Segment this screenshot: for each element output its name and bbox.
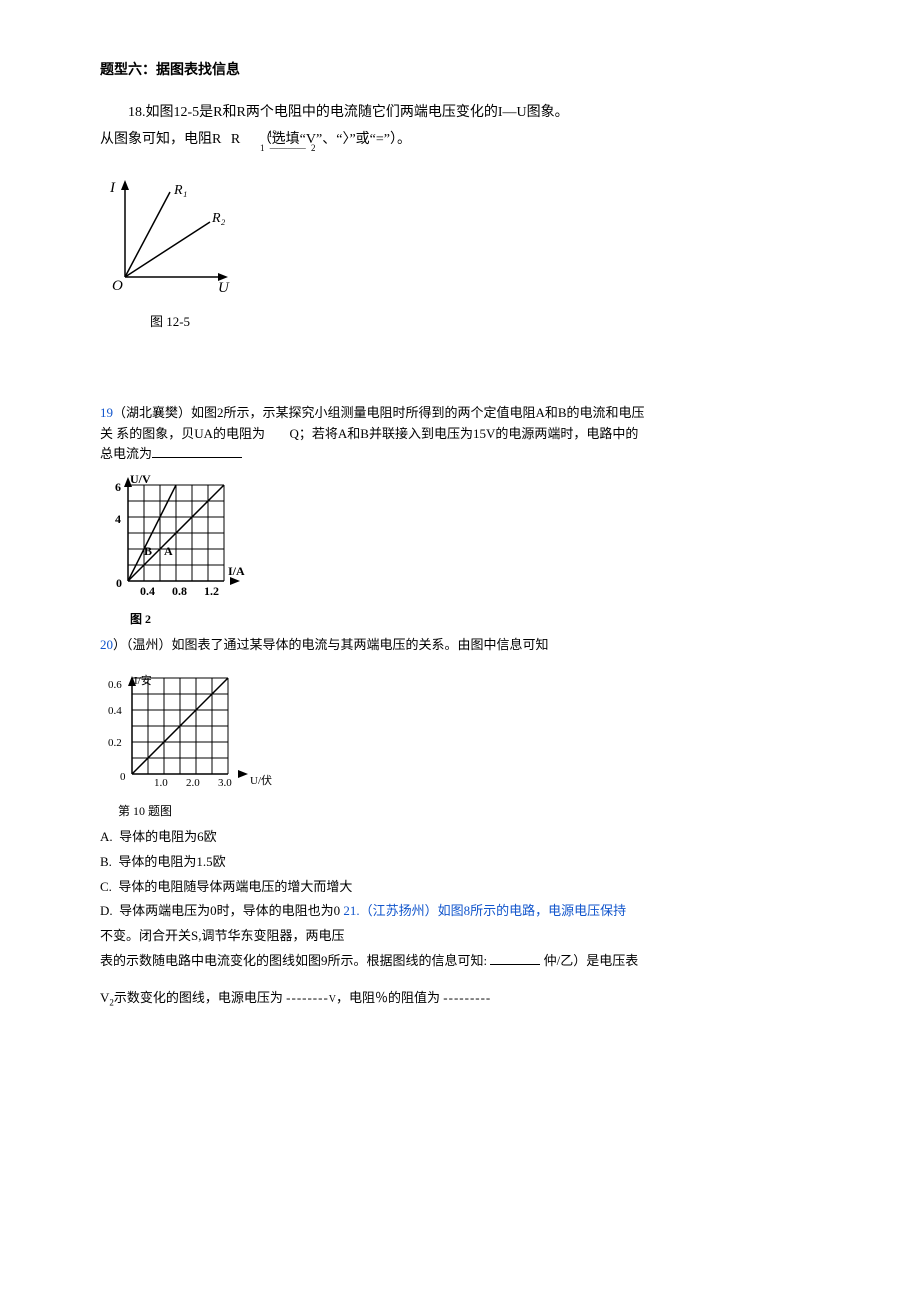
q18-sup: 12 bbox=[268, 127, 277, 141]
option-b-text: 导体的电阻为1.5欧 bbox=[118, 854, 225, 869]
v2-text2: ，电阻％的阻值为 bbox=[336, 990, 440, 1005]
figure-2: U/V I/A B A 0 4 6 0.4 0.8 1.2 图 2 bbox=[100, 471, 840, 629]
v2-pre: V bbox=[100, 990, 109, 1005]
fig2-x04: 0.4 bbox=[140, 584, 155, 598]
q18-line1: 18.如图12-5是R和R两个电阻中的电流随它们两端电压变化的I—U图象。 bbox=[100, 102, 840, 124]
option-d: D. 导体两端电压为0时，导体的电阻也为0 21.（江苏扬州）如图8所示的电路，… bbox=[100, 901, 840, 922]
fig2-x-arrow-icon bbox=[230, 577, 240, 585]
line-r1 bbox=[125, 192, 170, 277]
v2-dash2[interactable]: --------- bbox=[443, 990, 491, 1005]
section-title: 题型六：据图表找信息 bbox=[100, 60, 840, 82]
fig125-caption: 图 12-5 bbox=[100, 312, 240, 333]
fig10-x10: 1.0 bbox=[154, 777, 168, 789]
q20-num: 20 bbox=[100, 637, 113, 652]
q21-line4: V2示数变化的图线，电源电压为 --------V，电阻％的阻值为 ------… bbox=[100, 988, 840, 1010]
figure-10: I/安 U/伏 0 0.2 0.4 0.6 1.0 2.0 3.0 第 10 题… bbox=[100, 674, 840, 822]
u-label: U bbox=[218, 280, 230, 296]
i-label: I bbox=[109, 180, 116, 196]
fig10-caption: 第 10 题图 bbox=[118, 802, 840, 821]
v2-unit: V bbox=[329, 994, 336, 1005]
fig10-y02: 0.2 bbox=[108, 737, 122, 749]
option-a-text: 导体的电阻为6欧 bbox=[119, 829, 217, 844]
question-19: 19（湖北襄樊）如图2所示，示某探究小组测量电阻时所得到的两个定值电阻A和B的电… bbox=[100, 403, 840, 465]
question-20: 20）（温州）如图表了通过某导体的电流与其两端电压的关系。由图中信息可知 bbox=[100, 635, 840, 656]
v2-text: 示数变化的图线，电源电压为 bbox=[114, 990, 283, 1005]
fig10-y04: 0.4 bbox=[108, 705, 122, 717]
q18-mid: R bbox=[231, 132, 240, 147]
q19-t3: 总电流为 bbox=[100, 446, 152, 461]
fig2-xlabel: I/A bbox=[228, 564, 245, 578]
q18-sub-row: 1 ———— 2 bbox=[260, 141, 840, 155]
q18-sub2: 2 bbox=[311, 143, 316, 153]
q19-t2b: Q；若将A和B并联接入到电压为15V的电源两端时，电路中的 bbox=[290, 426, 639, 441]
fig10-xlabel: U/伏 bbox=[250, 773, 272, 787]
option-d-text: 导体两端电压为0时，导体的电阻也为0 bbox=[119, 903, 340, 918]
q19-blank[interactable] bbox=[152, 444, 242, 458]
option-c: C. 导体的电阻随导体两端电压的增大而增大 bbox=[100, 877, 840, 898]
q21-line3: 表的示数随电路中电流变化的图线如图9所示。根据图线的信息可知: 仲/乙）是电压表 bbox=[100, 951, 840, 972]
q18-pre: 从图象可知，电阻R bbox=[100, 132, 221, 147]
fig2-ylabel: U/V bbox=[130, 472, 151, 486]
option-c-text: 导体的电阻随导体两端电压的增大而增大 bbox=[118, 879, 352, 894]
options: A. 导体的电阻为6欧 B. 导体的电阻为1.5欧 C. 导体的电阻随导体两端电… bbox=[100, 827, 840, 1010]
q20-text: ）（温州）如图表了通过某导体的电流与其两端电压的关系。由图中信息可知 bbox=[113, 637, 549, 652]
option-b: B. 导体的电阻为1.5欧 bbox=[100, 852, 840, 873]
q21-num: 21.（江苏扬州）如图8所示的电路，电源电压保持 bbox=[343, 903, 626, 918]
q19-num: 19 bbox=[100, 405, 113, 420]
q19-t1: （湖北襄樊）如图2所示，示某探究小组测量电阻时所得到的两个定值电阻A和B的电流和… bbox=[113, 405, 645, 420]
fig10-x30: 3.0 bbox=[218, 777, 232, 789]
option-a: A. 导体的电阻为6欧 bbox=[100, 827, 840, 848]
r1-label: R₁ bbox=[173, 183, 187, 198]
fig2-x08: 0.8 bbox=[172, 584, 187, 598]
fig2-y4: 4 bbox=[115, 512, 121, 526]
q18-subdash: ———— bbox=[270, 143, 306, 153]
fig2-y6: 6 bbox=[115, 480, 121, 494]
q21-blank1[interactable] bbox=[490, 951, 540, 965]
q21-line3a: 表的示数随电路中电流变化的图线如图9所示。根据图线的信息可知: bbox=[100, 953, 487, 968]
fig2-x12: 1.2 bbox=[204, 584, 219, 598]
q21-line2: 不变。闭合开关S,调节华东变阻器，两电压 bbox=[100, 926, 840, 947]
fig10-x-arrow-icon bbox=[238, 770, 248, 778]
fig10-x20: 2.0 bbox=[186, 777, 200, 789]
fig10-zero: 0 bbox=[120, 771, 126, 783]
fig10-y06: 0.6 bbox=[108, 679, 122, 691]
y-arrow-icon bbox=[121, 180, 129, 190]
q19-t2: 关 系的图象，贝UA的电阻为 bbox=[100, 426, 265, 441]
r2-label: R₂ bbox=[211, 211, 226, 226]
q21-line3b: 仲/乙）是电压表 bbox=[544, 953, 639, 968]
fig10-ylabel: I/安 bbox=[134, 674, 152, 687]
fig2-zero: 0 bbox=[116, 576, 122, 590]
fig2-caption: 图 2 bbox=[130, 610, 840, 629]
line-r2 bbox=[125, 222, 210, 277]
q18-sub1: 1 bbox=[260, 143, 265, 153]
figure-12-5: I U O R₁ R₂ 图 12-5 bbox=[100, 172, 840, 333]
o-label: O bbox=[112, 278, 123, 294]
v2-dash1[interactable]: -------- bbox=[286, 990, 329, 1005]
fig2-a-label: A bbox=[164, 544, 173, 558]
